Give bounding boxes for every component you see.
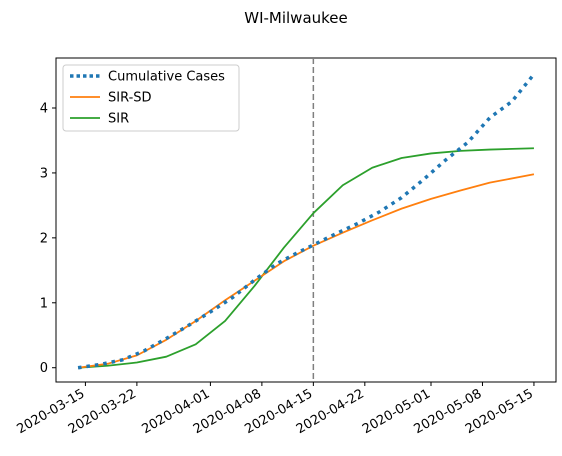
legend: Cumulative Cases SIR-SD SIR xyxy=(63,65,239,131)
y-tick-label: 2 xyxy=(40,231,48,246)
legend-label: SIR-SD xyxy=(108,91,152,106)
legend-label: Cumulative Cases xyxy=(108,70,225,85)
legend-label: SIR xyxy=(108,112,129,127)
y-tick-label: 3 xyxy=(40,166,48,181)
chart-title: WI-Milwaukee xyxy=(244,9,348,27)
y-tick-label: 1 xyxy=(40,296,48,311)
series-line-sir xyxy=(78,148,534,367)
y-axis: 0 1 2 3 4 xyxy=(40,101,56,376)
y-tick-label: 4 xyxy=(40,101,48,116)
y-tick-label: 0 xyxy=(40,361,48,376)
series-line-sir-sd xyxy=(78,174,534,368)
